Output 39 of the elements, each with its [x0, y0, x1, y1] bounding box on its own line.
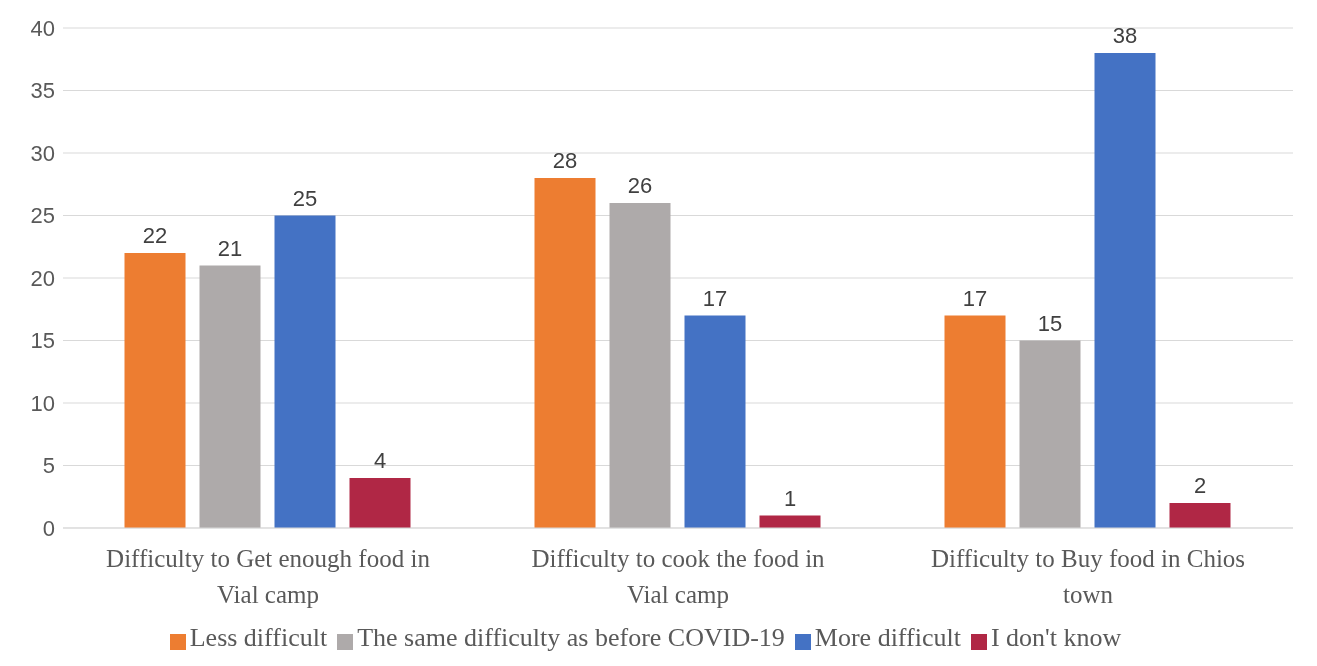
data-label: 17	[702, 285, 728, 311]
legend-label: I don't know	[990, 623, 1122, 652]
legend-label: The same difficulty as before COVID-19	[357, 623, 785, 652]
x-tick-label: Difficulty to Buy food in Chios town	[930, 544, 1246, 608]
data-label: 22	[142, 223, 168, 248]
y-tick-label: 5	[42, 453, 55, 479]
data-label: 26	[627, 173, 653, 198]
data-label: 28	[552, 148, 578, 173]
x-tick-label: Difficulty to Get enough food in Vial camp	[106, 544, 431, 608]
bar	[349, 478, 411, 528]
y-tick-label: 35	[30, 78, 55, 104]
data-label: 38	[1112, 23, 1138, 48]
bar	[1094, 53, 1156, 528]
bar	[684, 315, 746, 528]
bar	[609, 203, 671, 528]
data-label: 25	[292, 185, 318, 211]
data-label: 2	[1193, 473, 1207, 498]
y-tick-label: 20	[30, 265, 55, 291]
bar	[274, 215, 336, 528]
y-tick-label: 40	[30, 15, 55, 41]
bar	[124, 253, 186, 528]
data-label: 4	[373, 448, 387, 473]
data-label: 17	[962, 285, 988, 311]
y-tick-label: 0	[42, 515, 55, 541]
legend-label: More difficult	[814, 623, 961, 652]
bar	[1019, 340, 1081, 528]
data-label: 1	[783, 485, 797, 511]
x-tick-label: Difficulty to cook the food in Vial camp	[531, 544, 826, 608]
y-tick-label: 30	[30, 140, 55, 166]
bar	[1169, 503, 1231, 528]
data-label: 15	[1037, 310, 1063, 336]
y-tick-label: 25	[30, 203, 55, 229]
bar	[944, 315, 1006, 528]
y-tick-label: 15	[30, 328, 55, 354]
legend-label: Less difficult	[189, 623, 328, 652]
data-label: 21	[217, 235, 243, 261]
bar	[534, 178, 596, 528]
bar	[199, 265, 261, 528]
y-tick-label: 10	[30, 390, 55, 416]
